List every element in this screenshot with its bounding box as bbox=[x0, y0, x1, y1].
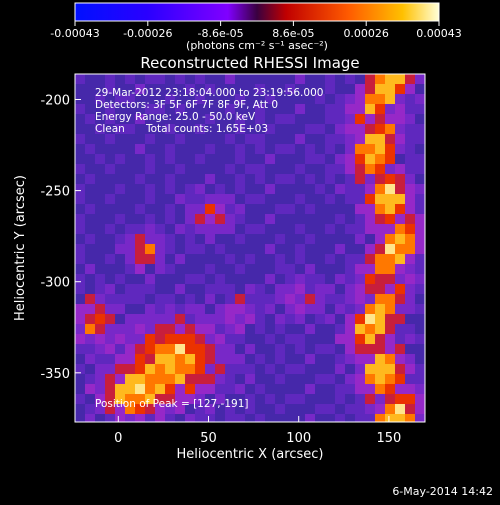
peak-position-label: Position of Peak = [127,-191] bbox=[95, 398, 249, 410]
y-axis-label: Heliocentric Y (arcsec) bbox=[13, 175, 28, 321]
y-tick-label: -200 bbox=[40, 94, 70, 109]
annotation-energy: Energy Range: 25.0 - 50.0 keV bbox=[95, 111, 256, 123]
colorbar-ticks: -0.00043 -0.00026 -8.6e-05 8.6e-05 0.00026 0.… bbox=[50, 21, 462, 40]
x-tick-label: 0 bbox=[114, 431, 122, 446]
y-tick-label: -250 bbox=[40, 185, 70, 200]
colorbar-tick-label: -0.00043 bbox=[50, 27, 99, 40]
x-tick-label: 100 bbox=[286, 431, 311, 446]
colorbar-tick-label: -8.6e-05 bbox=[197, 27, 243, 40]
y-tick-label: -300 bbox=[40, 276, 70, 291]
annotation-method: Clean bbox=[95, 123, 125, 135]
colorbar-tick-label: 0.00043 bbox=[416, 27, 462, 40]
colorbar-tick-label: -0.00026 bbox=[123, 27, 172, 40]
y-axis: -200 -250 -300 -350 bbox=[40, 94, 81, 382]
annotation-detectors: Detectors: 3F 5F 6F 7F 8F 9F, Att 0 bbox=[95, 99, 278, 111]
colorbar-units: (photons cm⁻² s⁻¹ asec⁻²) bbox=[186, 39, 328, 52]
x-axis: 0 50 100 150 bbox=[114, 416, 401, 446]
chart-title: Reconstructed RHESSI Image bbox=[140, 54, 359, 72]
plot-frame bbox=[74, 73, 426, 423]
colorbar bbox=[74, 2, 440, 22]
x-axis-label: Heliocentric X (arcsec) bbox=[177, 447, 324, 462]
heatmap bbox=[75, 74, 425, 422]
annotation-time-range: 29-Mar-2012 23:18:04.000 to 23:19:56.000 bbox=[95, 87, 323, 99]
y-tick-label: -350 bbox=[40, 367, 70, 382]
x-tick-label: 150 bbox=[377, 431, 402, 446]
x-tick-label: 50 bbox=[200, 431, 217, 446]
colorbar-tick-label: 0.00026 bbox=[343, 27, 389, 40]
colorbar-tick-label: 8.6e-05 bbox=[272, 27, 314, 40]
footer-date: 6-May-2014 14:42 bbox=[392, 485, 493, 498]
annotation-counts: Total counts: 1.65E+03 bbox=[145, 123, 268, 135]
